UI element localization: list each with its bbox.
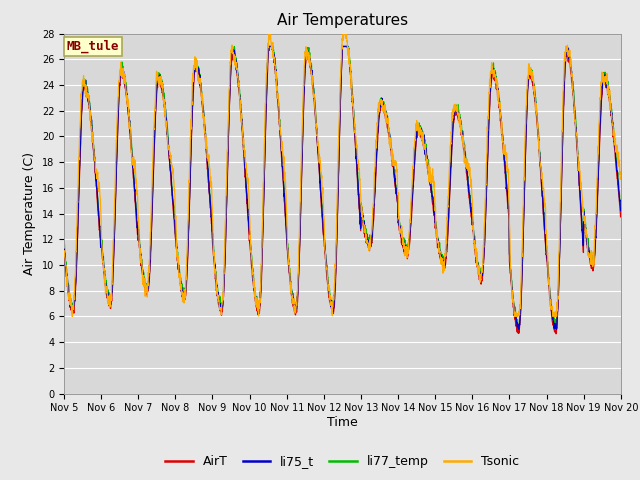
X-axis label: Time: Time <box>327 416 358 429</box>
Text: MB_tule: MB_tule <box>67 40 119 53</box>
Legend: AirT, li75_t, li77_temp, Tsonic: AirT, li75_t, li77_temp, Tsonic <box>161 450 524 473</box>
Y-axis label: Air Temperature (C): Air Temperature (C) <box>23 152 36 275</box>
Title: Air Temperatures: Air Temperatures <box>277 13 408 28</box>
